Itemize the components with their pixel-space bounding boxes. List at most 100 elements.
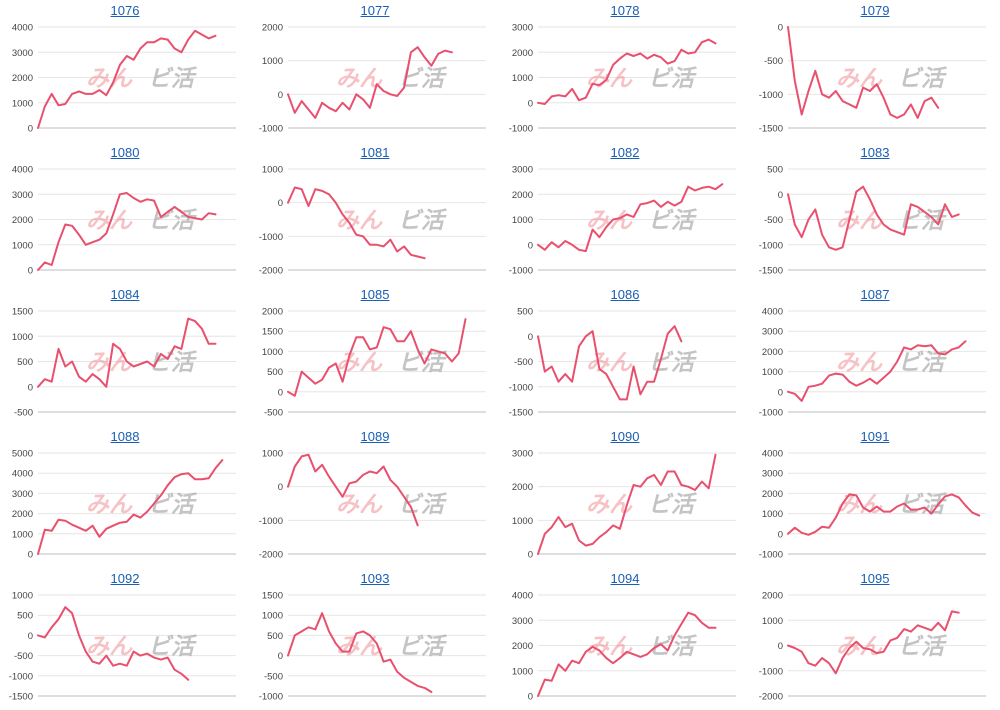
chart-title-link[interactable]: 1088 xyxy=(110,429,140,444)
data-point xyxy=(876,506,878,508)
data-point xyxy=(842,503,844,505)
chart-panel-1095: -2000 -1000 0 1000 2000 みん ビ活 1095 xyxy=(750,568,1000,710)
series-line xyxy=(537,38,717,105)
data-point xyxy=(896,637,898,639)
data-point xyxy=(708,186,710,188)
data-point xyxy=(348,651,350,653)
data-point xyxy=(687,53,689,55)
data-point xyxy=(376,83,378,85)
data-point xyxy=(424,687,426,689)
data-point xyxy=(187,216,189,218)
chart-title-link[interactable]: 1079 xyxy=(860,3,890,18)
data-point xyxy=(944,353,946,355)
data-point xyxy=(715,188,717,190)
data-point xyxy=(187,679,189,681)
chart-title-link[interactable]: 1078 xyxy=(610,3,640,18)
chart-title-link[interactable]: 1094 xyxy=(610,571,640,586)
data-point xyxy=(78,234,80,236)
data-point xyxy=(821,93,823,95)
watermark-logo-right: ビ活 xyxy=(148,634,198,660)
chart-title-link[interactable]: 1089 xyxy=(360,429,390,444)
data-point xyxy=(287,486,289,488)
data-point xyxy=(396,340,398,342)
chart-title-link[interactable]: 1087 xyxy=(860,287,890,302)
data-point xyxy=(701,622,703,624)
chart-panel-1079: -1500 -1000 -500 0 みん ビ活 1079 xyxy=(750,0,1000,142)
y-tick-label: 0 xyxy=(778,641,783,652)
chart-title-link[interactable]: 1080 xyxy=(110,145,140,160)
data-point xyxy=(951,493,953,495)
data-point xyxy=(896,231,898,233)
data-point xyxy=(119,193,121,195)
data-point xyxy=(646,58,648,60)
data-point xyxy=(58,104,60,106)
chart-title-link[interactable]: 1081 xyxy=(360,145,390,160)
data-point xyxy=(592,83,594,85)
data-point xyxy=(369,634,371,636)
chart-title-link[interactable]: 1090 xyxy=(610,429,640,444)
data-point xyxy=(105,528,107,530)
y-tick-label: 1000 xyxy=(262,449,283,460)
watermark-logo-left: みん xyxy=(836,66,883,92)
data-point xyxy=(585,97,587,99)
data-point xyxy=(564,95,566,97)
data-point xyxy=(355,93,357,95)
chart-title-link[interactable]: 1093 xyxy=(360,571,390,586)
chart-title-link[interactable]: 1092 xyxy=(110,571,140,586)
data-point xyxy=(674,325,676,327)
data-point xyxy=(612,662,614,664)
series-line xyxy=(537,611,717,697)
data-point xyxy=(444,50,446,52)
data-point xyxy=(410,681,412,683)
data-point xyxy=(167,39,169,41)
data-point xyxy=(383,90,385,92)
data-point xyxy=(537,553,539,555)
data-point xyxy=(314,188,316,190)
data-point xyxy=(92,373,94,375)
y-tick-label: 500 xyxy=(17,357,33,368)
data-point xyxy=(701,481,703,483)
data-point xyxy=(876,652,878,654)
y-tick-label: 0 xyxy=(528,98,533,109)
data-point xyxy=(855,191,857,193)
chart-svg: 0 1000 2000 3000 4000 みん ビ活 xyxy=(12,165,236,277)
data-point xyxy=(619,528,621,530)
chart-title-link[interactable]: 1095 xyxy=(860,571,890,586)
chart-title-link[interactable]: 1077 xyxy=(360,3,390,18)
chart-title-link[interactable]: 1091 xyxy=(860,429,890,444)
data-point xyxy=(85,93,87,95)
watermark-logo-left: みん xyxy=(336,208,383,234)
chart-title-link[interactable]: 1084 xyxy=(110,287,140,302)
y-tick-label: 2000 xyxy=(12,215,33,226)
chart-title-link[interactable]: 1082 xyxy=(610,145,640,160)
data-point xyxy=(119,64,121,66)
data-point xyxy=(633,484,635,486)
data-point xyxy=(167,657,169,659)
y-tick-label: 3000 xyxy=(512,23,533,34)
y-tick-label: -1500 xyxy=(509,408,533,419)
data-point xyxy=(71,93,73,95)
chart-svg: -1500 -1000 -500 0 500 1000 みん ビ活 xyxy=(9,591,236,703)
data-point xyxy=(667,471,669,473)
data-point xyxy=(294,634,296,636)
data-point xyxy=(328,193,330,195)
data-point xyxy=(924,211,926,213)
chart-title-link[interactable]: 1076 xyxy=(110,3,140,18)
data-point xyxy=(44,261,46,263)
y-tick-label: 1000 xyxy=(512,215,533,226)
data-point xyxy=(180,473,182,475)
data-point xyxy=(410,51,412,53)
data-point xyxy=(51,626,53,628)
data-point xyxy=(571,381,573,383)
chart-title-link[interactable]: 1085 xyxy=(360,287,390,302)
chart-title-link[interactable]: 1086 xyxy=(610,287,640,302)
data-point xyxy=(598,368,600,370)
data-point xyxy=(917,624,919,626)
series-line xyxy=(537,325,683,401)
data-point xyxy=(958,496,960,498)
y-tick-label: 3000 xyxy=(12,48,33,59)
data-point xyxy=(201,478,203,480)
chart-title-link[interactable]: 1083 xyxy=(860,145,890,160)
